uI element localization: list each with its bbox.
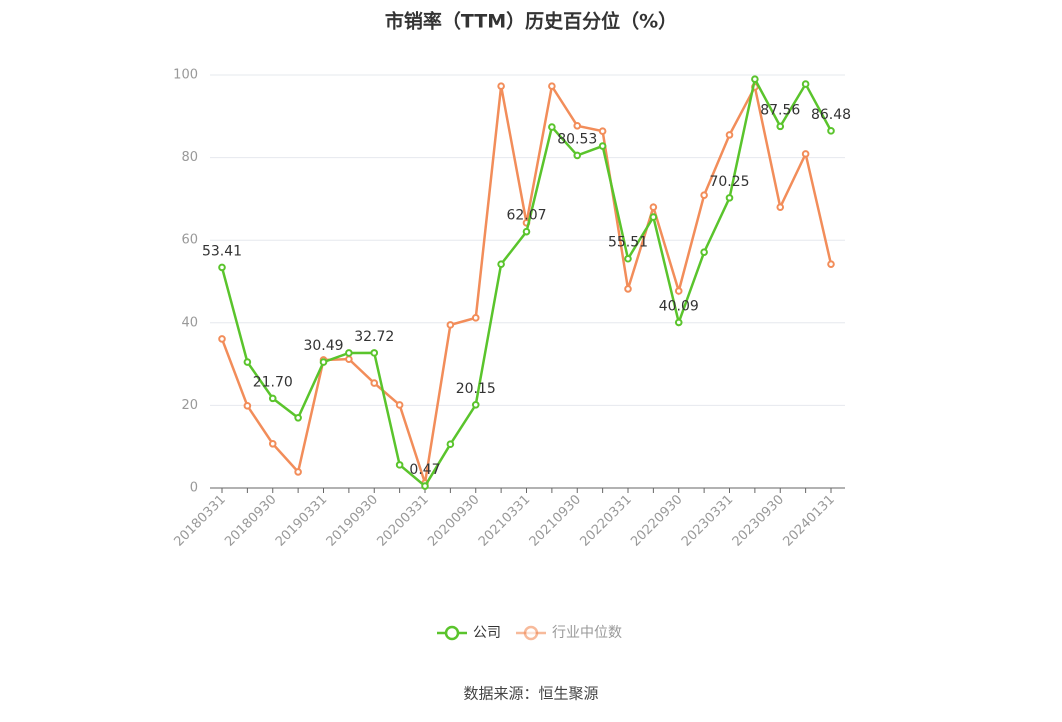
source: 数据来源：恒生聚源 bbox=[463, 685, 598, 703]
point bbox=[218, 335, 226, 343]
point bbox=[268, 394, 277, 403]
data-label: 40.09 bbox=[659, 298, 699, 314]
data-label: 87.56 bbox=[760, 102, 800, 118]
point bbox=[497, 82, 505, 90]
point bbox=[243, 358, 252, 366]
data-label: 0.47 bbox=[409, 462, 440, 478]
point bbox=[573, 151, 582, 160]
point bbox=[649, 203, 658, 211]
point bbox=[548, 82, 556, 90]
x-tick-label: 20180331 bbox=[171, 492, 228, 549]
point bbox=[725, 194, 734, 202]
point bbox=[522, 227, 531, 236]
data-label: 70.25 bbox=[709, 174, 749, 190]
data-label: 80.53 bbox=[557, 131, 597, 147]
point bbox=[801, 150, 810, 158]
chart-title: 市销率（TTM）历史百分位（%） bbox=[385, 10, 677, 33]
point bbox=[801, 80, 810, 88]
legend-label: 行业中位数 bbox=[552, 625, 622, 641]
point bbox=[548, 123, 556, 131]
point bbox=[700, 191, 708, 199]
x-tick-label: 20190930 bbox=[324, 492, 381, 549]
x-tick-label: 20220331 bbox=[577, 492, 634, 549]
point bbox=[370, 349, 379, 357]
point bbox=[243, 402, 252, 410]
point bbox=[471, 400, 480, 409]
point bbox=[776, 203, 785, 211]
x-tick-label: 20220930 bbox=[628, 492, 685, 549]
point bbox=[624, 285, 632, 293]
data-label: 55.51 bbox=[608, 235, 648, 251]
x-tick-label: 20240131 bbox=[780, 492, 837, 549]
point bbox=[725, 131, 734, 139]
point bbox=[370, 379, 379, 387]
y-tick-label: 100 bbox=[173, 68, 198, 83]
data-label: 53.41 bbox=[202, 243, 242, 259]
point bbox=[294, 413, 302, 422]
point bbox=[497, 260, 505, 268]
point bbox=[345, 349, 353, 357]
point bbox=[395, 401, 404, 409]
y-tick-label: 0 bbox=[190, 481, 198, 496]
point bbox=[827, 127, 835, 135]
point bbox=[471, 314, 480, 322]
point bbox=[649, 213, 658, 221]
data-label: 20.15 bbox=[456, 381, 496, 397]
legend-marker bbox=[444, 625, 460, 641]
point bbox=[319, 358, 328, 366]
point bbox=[751, 75, 759, 83]
y-tick-label: 40 bbox=[181, 315, 198, 330]
x-tick-label: 20230331 bbox=[679, 492, 736, 549]
point bbox=[700, 248, 708, 256]
point bbox=[446, 321, 455, 329]
legend-marker bbox=[523, 625, 539, 641]
y-tick-label: 60 bbox=[181, 233, 198, 248]
x-tick-label: 20200331 bbox=[374, 492, 431, 549]
x-tick-label: 20210331 bbox=[476, 492, 533, 549]
point bbox=[395, 461, 404, 469]
point bbox=[573, 121, 582, 130]
data-label: 21.70 bbox=[253, 374, 293, 390]
point bbox=[218, 263, 226, 272]
x-tick-label: 20230930 bbox=[730, 492, 787, 549]
point bbox=[421, 482, 429, 490]
y-tick-label: 80 bbox=[181, 150, 198, 165]
point bbox=[598, 142, 607, 150]
data-label: 30.49 bbox=[303, 338, 343, 354]
x-tick-label: 20190331 bbox=[273, 492, 330, 549]
point bbox=[345, 355, 353, 363]
series-line bbox=[220, 75, 833, 488]
point bbox=[446, 440, 455, 449]
x-tick-label: 20210930 bbox=[527, 492, 584, 549]
point bbox=[674, 287, 683, 295]
legend-item: 公司 bbox=[437, 625, 501, 641]
point bbox=[776, 122, 785, 131]
point bbox=[827, 260, 835, 268]
data-label: 86.48 bbox=[811, 107, 851, 123]
legend-label: 公司 bbox=[473, 625, 501, 641]
point bbox=[598, 127, 607, 135]
y-tick-label: 20 bbox=[181, 398, 198, 413]
data-label: 32.72 bbox=[354, 329, 394, 345]
x-tick-label: 20200930 bbox=[425, 492, 482, 549]
legend-item: 行业中位数 bbox=[516, 625, 622, 641]
data-label: 62.07 bbox=[506, 208, 546, 224]
point bbox=[294, 468, 302, 476]
point bbox=[624, 254, 632, 263]
point bbox=[268, 440, 277, 448]
point bbox=[674, 318, 683, 327]
x-tick-label: 20180930 bbox=[222, 492, 279, 549]
